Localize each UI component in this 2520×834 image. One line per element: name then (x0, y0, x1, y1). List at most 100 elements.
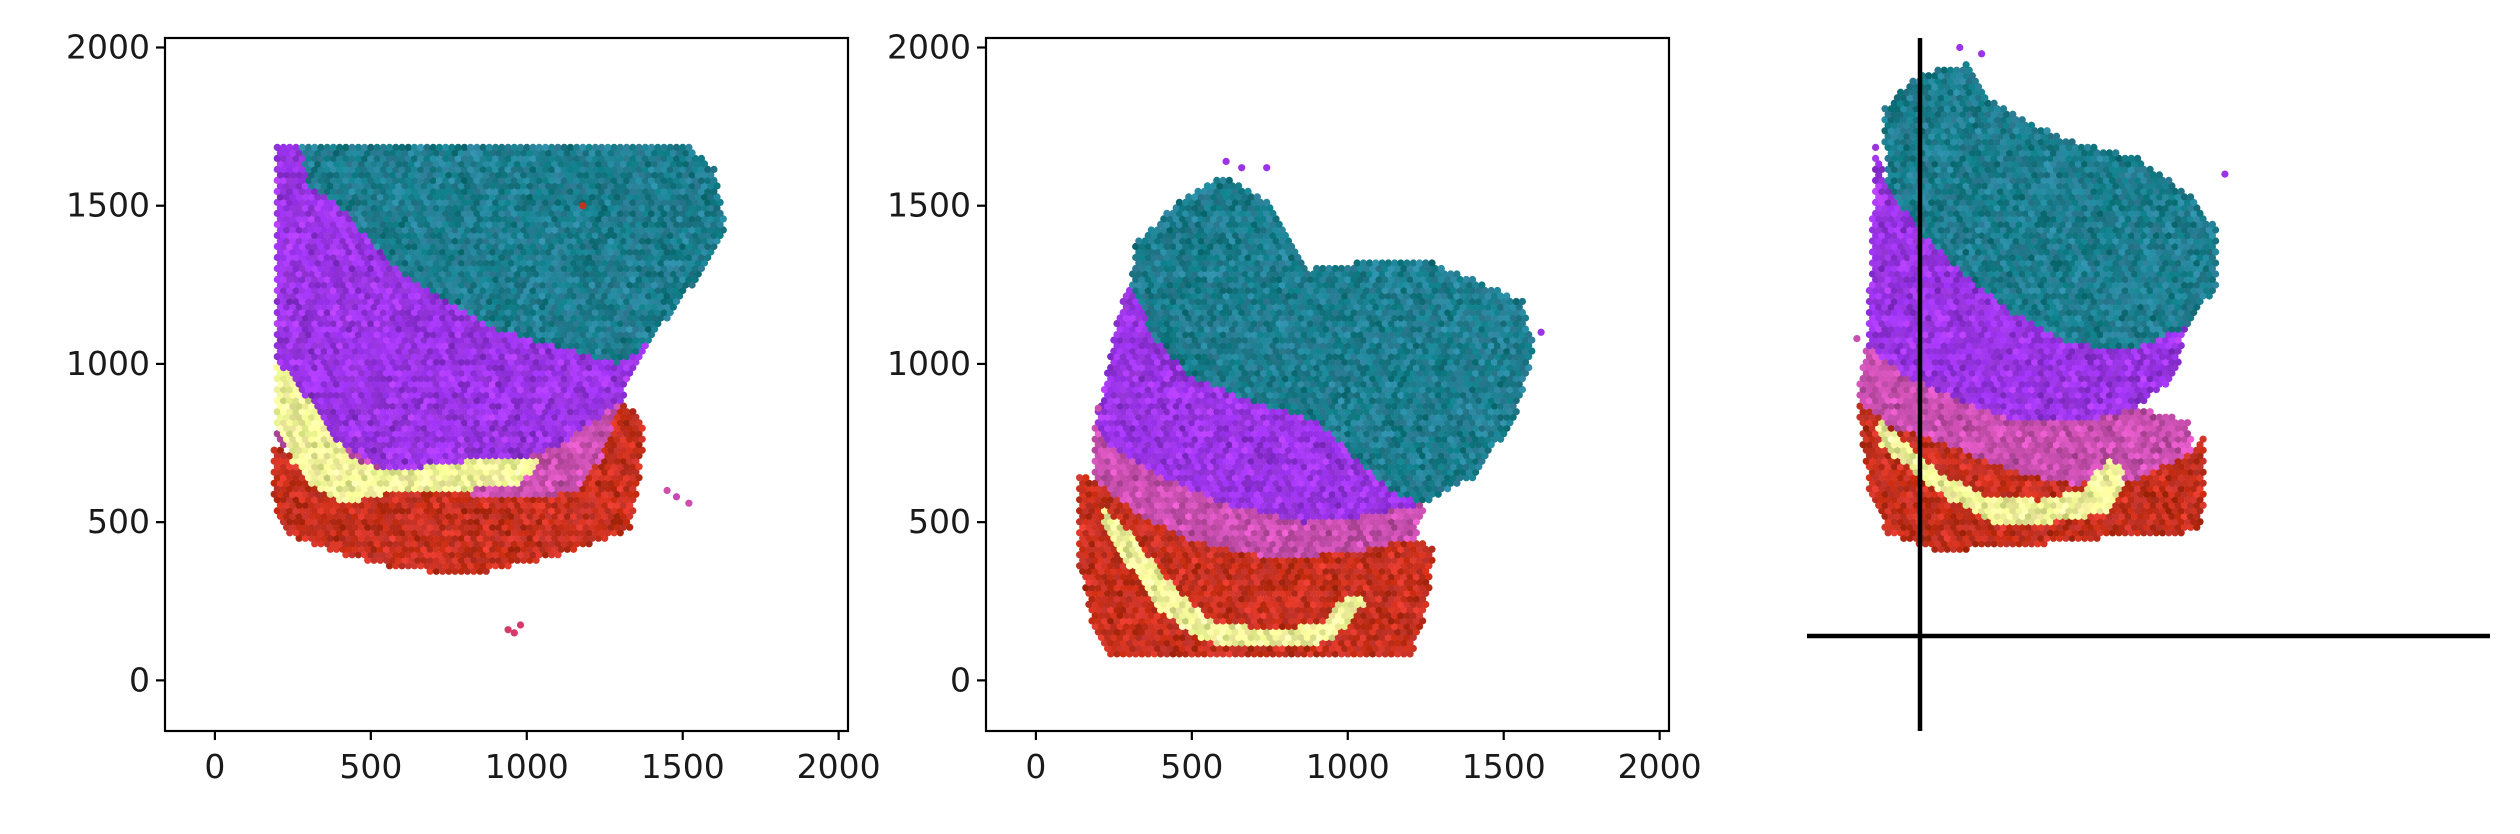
spot-point (435, 441, 444, 449)
spot-point (650, 325, 659, 333)
spot-point (348, 341, 356, 350)
spot-point (276, 204, 285, 212)
spot-point (379, 352, 387, 361)
spot-point (495, 237, 503, 245)
spot-point (332, 325, 341, 333)
spot-point (426, 215, 434, 223)
spot-point (367, 408, 375, 416)
spot-point (339, 435, 347, 443)
spot-point (420, 281, 428, 289)
spot-point (276, 457, 285, 465)
spot-point (541, 253, 550, 262)
spot-point (457, 160, 465, 168)
spot-point (1197, 644, 1205, 653)
spot-point (292, 419, 300, 427)
spot-point (389, 149, 397, 157)
spot-point (417, 363, 425, 372)
spot-point (529, 308, 537, 317)
spot-point (354, 264, 363, 273)
spot-point (1175, 650, 1184, 658)
spot-point (423, 408, 431, 416)
spot-point (641, 154, 649, 163)
spot-point (476, 490, 484, 498)
spot-point (307, 336, 316, 344)
spot-point (286, 452, 294, 460)
spot-point (482, 237, 490, 245)
spot-point (495, 160, 503, 168)
spot-point (529, 430, 537, 438)
spot-point (301, 303, 309, 311)
spot-point (348, 330, 356, 339)
spot-point (342, 551, 350, 559)
spot-point (326, 534, 334, 542)
spot-point (604, 231, 612, 240)
spot-point (626, 512, 634, 520)
spot-point (485, 154, 493, 163)
spot-point (326, 237, 334, 245)
spot-point (311, 441, 319, 449)
spot-point (488, 424, 497, 432)
spot-point (392, 187, 400, 196)
spot-point (697, 264, 706, 273)
spot-point (360, 363, 369, 372)
spot-point (610, 308, 618, 317)
spot-point (504, 441, 512, 449)
spot-point (495, 270, 503, 278)
spot-point (357, 534, 366, 542)
spot-point (320, 204, 328, 212)
spot-point (339, 501, 347, 509)
spot-point (404, 165, 412, 174)
spot-point (292, 231, 300, 240)
spot-point (582, 534, 590, 542)
spot-point (526, 413, 534, 421)
spot-point (532, 292, 540, 300)
spot-point (1210, 644, 1218, 653)
spot-point (560, 143, 568, 152)
spot-point (335, 529, 344, 537)
spot-point (622, 430, 631, 438)
spot-point (582, 171, 590, 179)
spot-point (1266, 644, 1274, 653)
spot-point (454, 319, 462, 328)
spot-point (389, 424, 397, 432)
spot-point (445, 567, 453, 575)
spot-point (282, 325, 291, 333)
spot-point (398, 496, 406, 504)
spot-point (675, 171, 684, 179)
spot-point (389, 215, 397, 223)
spot-point (1125, 650, 1134, 658)
spot-point (498, 441, 506, 449)
spot-point (445, 204, 453, 212)
spot-point (407, 424, 416, 432)
spot-point (460, 231, 469, 240)
spot-point (601, 182, 609, 190)
spot-point (311, 385, 319, 394)
spot-point (491, 220, 500, 229)
spot-point (491, 463, 500, 471)
spot-point (691, 231, 699, 240)
spot-point (348, 143, 356, 152)
spot-point (1331, 628, 1339, 636)
spot-point (348, 363, 356, 372)
spot-point (548, 551, 556, 559)
spot-point (286, 154, 294, 163)
spot-point (579, 529, 587, 537)
spot-point (563, 391, 571, 399)
spot-point (466, 143, 475, 152)
spot-point (1163, 628, 1171, 636)
spot-point (588, 259, 596, 267)
spot-point (576, 149, 584, 157)
spot-point (448, 363, 456, 372)
spot-point (370, 270, 378, 278)
spot-point (339, 259, 347, 267)
spot-point (442, 352, 450, 361)
spot-point (560, 297, 568, 306)
spot-point (367, 419, 375, 427)
spot-point (597, 474, 606, 482)
spot-point (641, 319, 649, 328)
spot-point (1238, 650, 1246, 658)
spot-point (532, 413, 540, 421)
spot-point (407, 248, 416, 256)
spot-point (1328, 644, 1336, 653)
spot-point (491, 474, 500, 482)
